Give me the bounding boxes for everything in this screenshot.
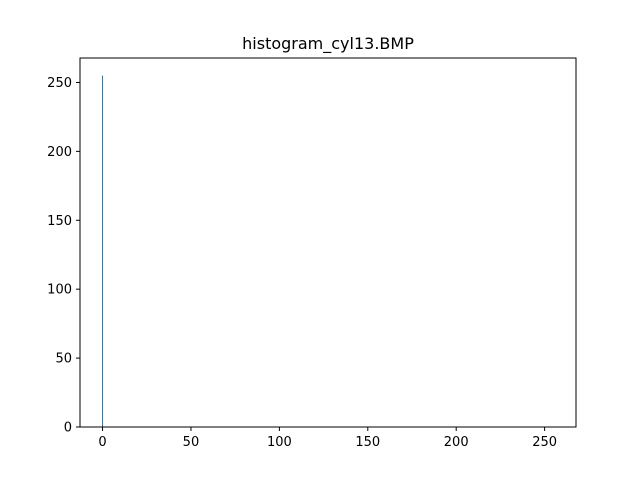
y-tick-label: 100 xyxy=(47,283,72,298)
plot-frame xyxy=(79,57,577,428)
y-axis: 0 50 100 150 200 250 xyxy=(47,76,80,436)
y-tick-label: 0 xyxy=(64,421,72,436)
y-tick-label: 150 xyxy=(47,214,72,229)
x-tick-label: 150 xyxy=(355,435,380,450)
x-tick-label: 50 xyxy=(183,435,200,450)
x-tick-label: 250 xyxy=(532,435,557,450)
chart-title: histogram_cyl13.BMP xyxy=(242,34,414,54)
histogram-bar xyxy=(102,75,104,428)
x-tick-label: 100 xyxy=(267,435,292,450)
y-tick-label: 200 xyxy=(47,145,72,160)
y-tick-label: 250 xyxy=(47,76,72,91)
bars-group xyxy=(102,75,104,428)
x-tick-label: 200 xyxy=(444,435,469,450)
x-axis: 0 50 100 150 200 250 xyxy=(98,427,557,450)
y-tick-label: 50 xyxy=(55,352,72,367)
x-tick-label: 0 xyxy=(98,435,106,450)
